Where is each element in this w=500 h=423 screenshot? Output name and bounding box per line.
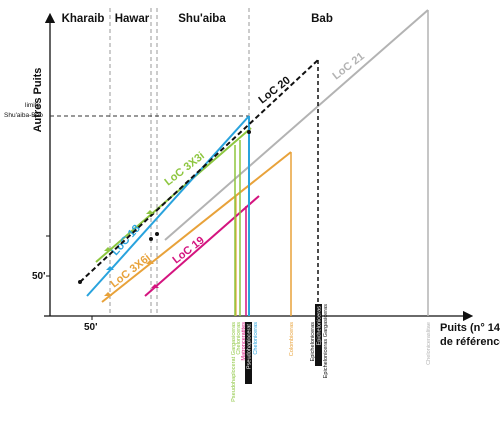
zone-bab: Bab	[311, 13, 333, 25]
loc-19-label: LoC 19	[170, 234, 206, 266]
vlabel-epicheloniceras-1: Epicheloniceras	[310, 322, 316, 362]
vlabel-colombiceras: Colombiceras	[289, 322, 295, 356]
zone-shuaiba: Shu'aiba	[178, 13, 226, 25]
vlabel-epicheloniceras-2: Epicheloniceras	[317, 306, 323, 346]
vlabel-matronceratites: Matronceratites	[241, 322, 247, 361]
marker-orange-1	[104, 292, 112, 296]
vertical-labels: Pseudohaplocerat Gargasiceras Chelonicer…	[231, 304, 432, 402]
x-tick-label: 50'	[84, 322, 98, 333]
limit-label-line1: limite	[25, 102, 41, 109]
loc-3x3i-line	[95, 127, 252, 263]
marker-black-3	[155, 232, 159, 236]
marker-green-1	[104, 247, 112, 251]
marker-black-2	[149, 237, 153, 241]
limit-label-line2: Shu'aiba-Bab	[4, 112, 43, 119]
vlabel-pseudohaplocerat-gargasiceras: Pseudohaplocerat Gargasiceras	[231, 322, 237, 402]
marker-magenta-1	[151, 284, 159, 288]
marker-black-4	[247, 130, 251, 134]
loc-21-line	[164, 9, 429, 241]
marker-green-2	[146, 210, 154, 214]
series-loc-21: LoC 21	[164, 9, 429, 316]
vlabel-epicheloniceras-gargasiceras: Epicheloniceras Gargasiceras	[323, 304, 329, 379]
loc-20-line	[79, 59, 319, 283]
zone-kharaib: Kharaib	[62, 13, 105, 25]
x-axis-label-line2: de référence	[440, 336, 500, 348]
vlabel-cheloniceras-green: Cheloniceras	[236, 322, 242, 355]
loc-3x6i-line	[101, 151, 292, 303]
vlabel-cheloniceras-blue: Cheloniceras	[253, 322, 259, 355]
vlabel-pseudohaplocerat: Pseudohaplocerat	[247, 324, 253, 370]
loc-18-line	[86, 115, 250, 297]
zone-hawar: Hawar	[115, 13, 150, 25]
y-tick-label: 50'	[32, 271, 46, 282]
vlabel-cheloniceraslitae: Cheloniceraslitae	[426, 322, 432, 365]
line-markers	[78, 130, 251, 296]
vlabel-box-epicheloniceras	[315, 304, 322, 366]
marker-blue-1	[106, 266, 114, 270]
vlabel-box-pseudohaplocerat	[245, 322, 252, 384]
y-axis-label: Autres Puits	[32, 68, 44, 133]
loc-21-label: LoC 21	[330, 50, 366, 82]
marker-black-1	[78, 280, 82, 284]
x-axis-label: Puits (n° 14)	[440, 322, 500, 334]
marker-orange-2	[146, 260, 154, 264]
loc-3x6i-label: LoC 3X6i	[108, 252, 152, 290]
